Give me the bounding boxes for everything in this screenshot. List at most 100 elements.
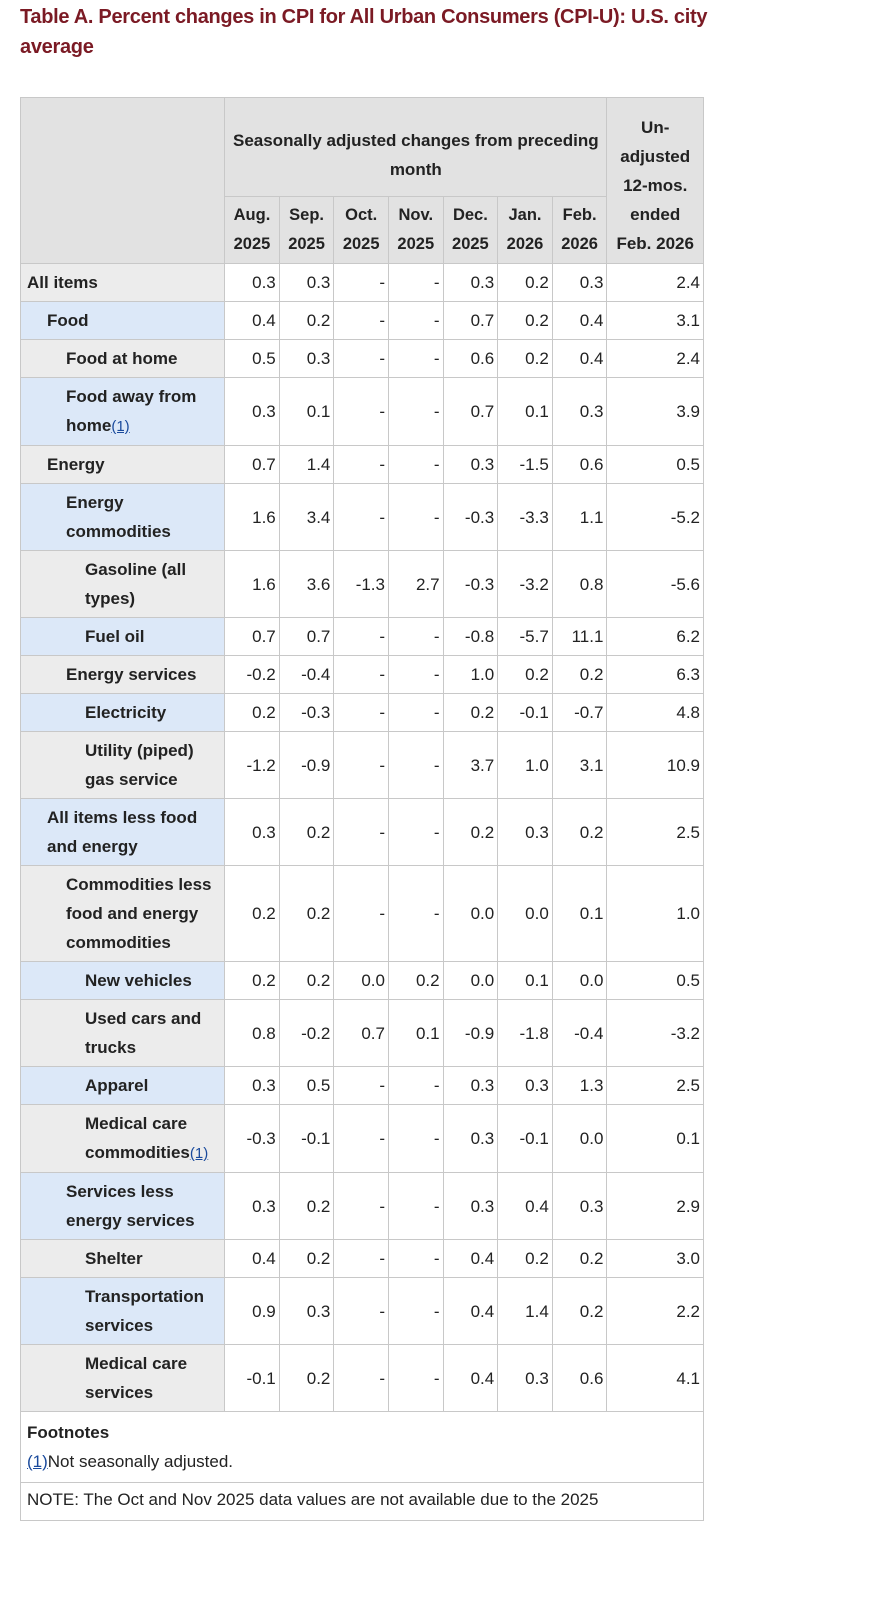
value-cell: 0.2 [497, 655, 553, 694]
row-label: Utility (piped) gas service [19, 731, 226, 799]
value-cell: - [387, 693, 444, 732]
value-cell: - [333, 1172, 389, 1240]
value-cell: -0.3 [278, 693, 335, 732]
month-header: Sep. 2025 [278, 196, 335, 264]
footnote-item: (1)Not seasonally adjusted. [27, 1447, 697, 1476]
value-cell: 0.3 [497, 1066, 553, 1105]
footnote-link[interactable]: (1) [189, 1145, 209, 1162]
value-cell: 1.6 [224, 550, 280, 618]
row-label: Fuel oil [19, 617, 226, 656]
value-cell: -0.9 [442, 999, 499, 1067]
value-cell: - [387, 1104, 444, 1173]
value-cell: 0.2 [497, 339, 553, 378]
value-cell: 0.0 [551, 1104, 608, 1173]
table-row: Gasoline (all types) 1.6 3.6 -1.3 2.7 -0.3 -3.… [19, 550, 704, 618]
value-cell: 0.3 [278, 339, 335, 378]
month-header: Nov. 2025 [387, 196, 444, 264]
value-cell: -0.3 [224, 1104, 280, 1173]
table-body: All items 0.3 0.3- -0.3 0.2 0.3 2.4 Food 0.4 0.2-… [19, 263, 704, 1412]
stub-header [19, 97, 226, 264]
value-cell: 0.2 [224, 865, 280, 962]
value-cell: 0.4 [224, 301, 280, 340]
value-cell: - [387, 798, 444, 866]
row-label-text: Services less energy services [66, 1182, 195, 1230]
table-row: Energy services -0.2 -0.4- -1.0 0.2 0.2 6.3 [19, 655, 704, 694]
cpi-table: Seasonally adjusted changes from precedi… [19, 97, 704, 1521]
value-cell: 0.4 [497, 1172, 553, 1240]
month-header: Feb. 2026 [551, 196, 608, 264]
value-cell: - [387, 655, 444, 694]
footnote-text: Not seasonally adjusted. [47, 1452, 234, 1471]
value-cell: 0.9 [224, 1277, 280, 1345]
value-cell: 0.3 [551, 1172, 608, 1240]
value-cell: -1.2 [224, 731, 280, 799]
table-row: All items 0.3 0.3- -0.3 0.2 0.3 2.4 [19, 263, 704, 302]
value-cell: 1.0 [442, 655, 499, 694]
value-cell: 0.3 [442, 263, 499, 302]
unadjusted-cell: 0.1 [606, 1104, 704, 1173]
value-cell: 0.2 [551, 1277, 608, 1345]
footnote-link[interactable]: (1) [27, 1452, 48, 1471]
row-label-text: New vehicles [85, 971, 192, 990]
unadjusted-cell: 6.3 [606, 655, 704, 694]
unadjusted-cell: 3.1 [606, 301, 704, 340]
value-cell: -0.3 [442, 550, 499, 618]
row-label-text: Apparel [85, 1076, 149, 1095]
value-cell: 0.3 [442, 1104, 499, 1173]
value-cell: 0.2 [278, 1344, 335, 1412]
unadjusted-header: Un-adjusted 12-mos. ended Feb. 2026 [606, 97, 704, 264]
value-cell: 0.1 [497, 961, 553, 1000]
value-cell: 0.7 [442, 377, 499, 446]
table-row: New vehicles 0.2 0.2 0.0 0.2 0.0 0.1 0.0 0.5 [19, 961, 704, 1000]
note-row: NOTE: The Oct and Nov 2025 data values a… [20, 1482, 704, 1521]
value-cell: 0.2 [278, 1239, 335, 1278]
value-cell: 0.3 [551, 377, 608, 446]
value-cell: - [333, 301, 389, 340]
value-cell: - [387, 1277, 444, 1345]
value-cell: 0.7 [442, 301, 499, 340]
month-header: Oct. 2025 [333, 196, 389, 264]
value-cell: 0.1 [387, 999, 444, 1067]
value-cell: - [333, 483, 389, 551]
month-header: Dec. 2025 [442, 196, 499, 264]
unadjusted-cell: 2.9 [606, 1172, 704, 1240]
footnotes: Footnotes (1)Not seasonally adjusted. [20, 1411, 704, 1483]
footnote-link[interactable]: (1) [111, 418, 130, 435]
month-header: Jan. 2026 [497, 196, 553, 264]
row-label-text: Medical care services [85, 1354, 188, 1402]
value-cell: 3.6 [278, 550, 335, 618]
value-cell: 1.6 [224, 483, 280, 551]
value-cell: 0.1 [278, 377, 335, 446]
value-cell: 0.3 [442, 445, 499, 484]
row-label: Gasoline (all types) [19, 550, 226, 618]
value-cell: 0.7 [278, 617, 335, 656]
row-label: New vehicles [19, 961, 226, 1000]
table-row: Fuel oil 0.7 0.7- - -0.8 -5.7 11.1 6.2 [19, 617, 704, 656]
value-cell: - [387, 483, 444, 551]
row-label-text: Electricity [85, 703, 167, 722]
value-cell: -3.3 [497, 483, 553, 551]
value-cell: 0.6 [551, 445, 608, 484]
value-cell: 0.2 [278, 961, 335, 1000]
value-cell: 0.0 [442, 961, 499, 1000]
value-cell: 0.0 [442, 865, 499, 962]
value-cell: - [333, 865, 389, 962]
value-cell: 0.2 [224, 961, 280, 1000]
row-label: All items [19, 263, 226, 302]
value-cell: 0.2 [224, 693, 280, 732]
value-cell: 0.1 [497, 377, 553, 446]
table-row: Medical care commodities(1) -0.3 -0.1- -0.3… [19, 1104, 704, 1173]
value-cell: -0.2 [278, 999, 335, 1067]
value-cell: - [333, 693, 389, 732]
value-cell: 0.2 [497, 1239, 553, 1278]
value-cell: 0.2 [442, 798, 499, 866]
row-label-text: Medical care commodities [85, 1114, 190, 1162]
value-cell: 0.2 [278, 1172, 335, 1240]
seasonal-group-header: Seasonally adjusted changes from precedi… [224, 97, 608, 197]
value-cell: 0.4 [551, 301, 608, 340]
table-row: Electricity 0.2 -0.3- -0.2 -0.1 -0.7 4.8 [19, 693, 704, 732]
row-label: Food away from home(1) [19, 377, 226, 446]
unadjusted-cell: 3.0 [606, 1239, 704, 1278]
table-row: Used cars and trucks 0.8 -0.2 0.7 0.1 -0.9 -1.… [19, 999, 704, 1067]
row-label: Commodities less food and energy commodi… [19, 865, 226, 962]
